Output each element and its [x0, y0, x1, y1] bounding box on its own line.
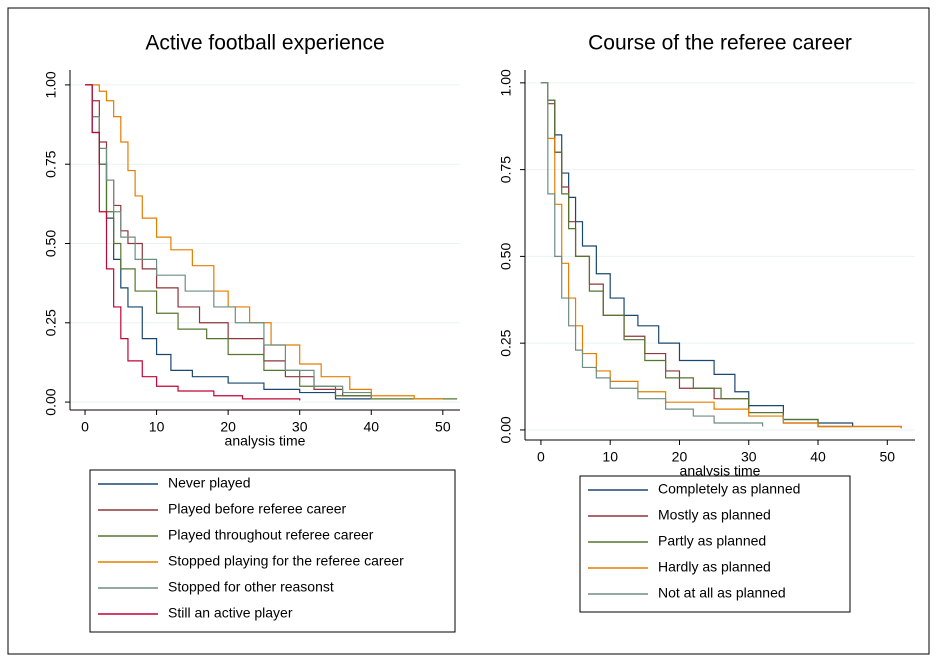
chart-title: Course of the referee career: [588, 32, 852, 55]
y-tick-label: 0.75: [43, 150, 59, 177]
x-tick-label: 50: [880, 449, 896, 465]
y-tick-label: 1.00: [43, 71, 59, 98]
x-tick-label: 10: [149, 419, 165, 435]
legend-label: Completely as planned: [658, 481, 800, 497]
legend-label: Hardly as planned: [658, 559, 771, 575]
y-tick-label: 0.25: [498, 329, 514, 356]
legend-label: Mostly as planned: [658, 507, 771, 523]
survival-line: [85, 84, 458, 400]
legend-label: Played throughout referee career: [168, 527, 374, 543]
legend-label: Stopped for other reasonst: [168, 579, 334, 595]
y-tick-label: 0.50: [43, 230, 59, 257]
x-tick-label: 50: [435, 419, 451, 435]
y-tick-label: 0.25: [43, 309, 59, 336]
legend-label: Not at all as planned: [658, 585, 786, 601]
x-axis-label: analysis time: [225, 433, 306, 449]
x-tick-label: 30: [741, 449, 757, 465]
legend-box: [89, 469, 456, 633]
legend-box: [579, 475, 851, 613]
legend-label: Stopped playing for the referee career: [168, 553, 404, 569]
chart-title: Active football experience: [145, 32, 384, 55]
x-tick-label: 10: [602, 449, 618, 465]
x-tick-label: 20: [672, 449, 688, 465]
survival-line: [85, 84, 301, 401]
plot-area: [525, 70, 915, 440]
x-tick-label: 40: [810, 449, 826, 465]
x-tick-label: 40: [363, 419, 379, 435]
survival-line: [85, 84, 443, 400]
survival-line: [85, 84, 372, 399]
legend-label: Partly as planned: [658, 533, 766, 549]
x-axis-label: analysis time: [680, 463, 761, 479]
y-tick-label: 1.00: [498, 69, 514, 96]
y-tick-label: 0.50: [498, 243, 514, 270]
y-tick-label: 0.00: [498, 416, 514, 443]
y-tick-label: 0.00: [43, 388, 59, 415]
x-tick-label: 0: [81, 419, 89, 435]
legend-label: Never played: [168, 475, 251, 491]
x-tick-label: 30: [292, 419, 308, 435]
legend-label: Played before referee career: [168, 501, 347, 517]
y-tick-label: 0.75: [498, 156, 514, 183]
x-tick-label: 20: [220, 419, 236, 435]
legend-label: Still an active player: [168, 605, 293, 621]
survival-line: [540, 82, 764, 427]
x-tick-label: 0: [537, 449, 545, 465]
survival-line: [540, 82, 902, 429]
